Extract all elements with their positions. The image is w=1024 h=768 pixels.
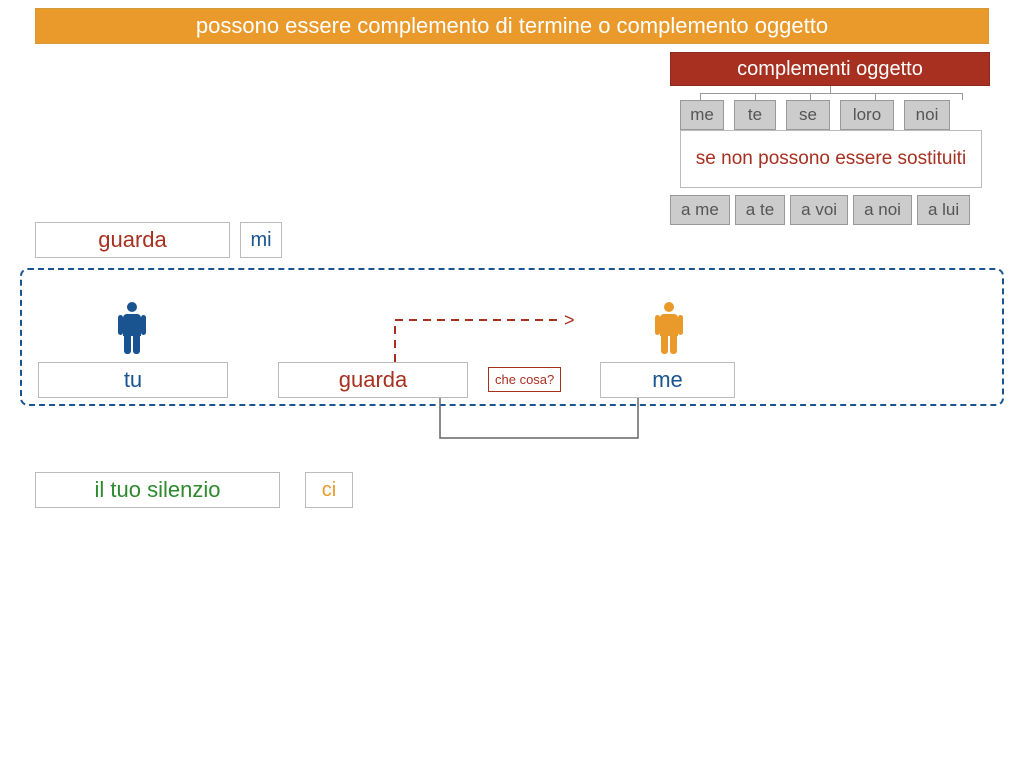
subject-person-icon	[118, 302, 146, 354]
s2-subject: il tuo silenzio	[35, 472, 280, 508]
pronoun-me: me	[680, 100, 724, 130]
s2-clitic: ci	[305, 472, 353, 508]
s1-clitic: mi	[240, 222, 282, 258]
prep-a-lui: a lui	[917, 195, 970, 225]
bottom-pronouns-row: a me a te a voi a noi a lui	[670, 195, 970, 225]
s1-verb: guarda	[35, 222, 230, 258]
prep-a-noi: a noi	[853, 195, 912, 225]
diagram-question: che cosa?	[488, 367, 561, 392]
rule-box: se non possono essere sostituiti	[680, 130, 982, 188]
top-pronouns-row: me te se loro noi	[680, 100, 950, 130]
diagram-subject: tu	[38, 362, 228, 398]
pronoun-noi: noi	[904, 100, 950, 130]
header-bar: possono essere complemento di termine o …	[35, 8, 989, 44]
diagram-object: me	[600, 362, 735, 398]
pronoun-se: se	[786, 100, 830, 130]
prep-a-te: a te	[735, 195, 785, 225]
red-title: complementi oggetto	[670, 52, 990, 86]
pronoun-te: te	[734, 100, 776, 130]
prep-a-me: a me	[670, 195, 730, 225]
diagram-verb: guarda	[278, 362, 468, 398]
pronoun-loro: loro	[840, 100, 894, 130]
object-person-icon	[655, 302, 683, 354]
prep-a-voi: a voi	[790, 195, 848, 225]
